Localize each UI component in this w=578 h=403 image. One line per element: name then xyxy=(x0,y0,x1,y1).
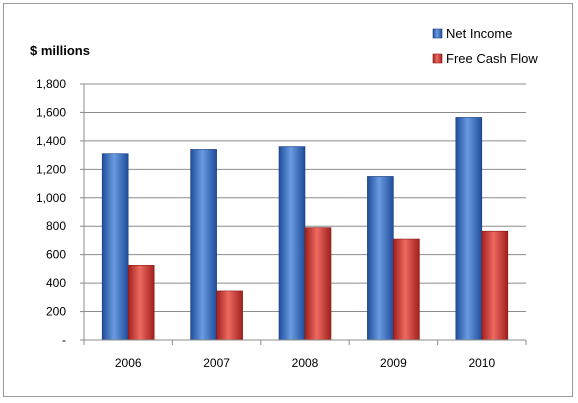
y-tick-label: 200 xyxy=(46,305,66,319)
bar-net-income-2007 xyxy=(190,149,217,341)
y-tick-label: 1,400 xyxy=(36,134,66,148)
legend-label: Net Income xyxy=(446,26,512,41)
x-axis: 2006 2007 2008 2009 2010 xyxy=(83,84,527,370)
y-axis-label: $ millions xyxy=(30,43,90,58)
bar-free-cash-flow-2007 xyxy=(216,290,243,341)
bar-free-cash-flow-2008 xyxy=(304,227,332,341)
bar-free-cash-flow-2006 xyxy=(127,265,155,341)
y-tick-label: 1,000 xyxy=(36,191,66,205)
bar-net-income-2008 xyxy=(278,146,306,341)
bar-net-income-2009 xyxy=(367,176,394,341)
legend-swatch xyxy=(432,28,443,39)
legend-label: Free Cash Flow xyxy=(446,51,538,66)
legend: Net Income Free Cash Flow xyxy=(432,26,538,66)
y-tick-label: 800 xyxy=(46,219,66,233)
legend-swatch xyxy=(432,53,443,64)
y-axis-ticks: - 200 400 600 800 1,000 1,200 1,400 1,600 1,800 xyxy=(36,77,84,347)
x-tick-label: 2010 xyxy=(468,356,495,370)
x-tick-label: 2007 xyxy=(203,356,230,370)
x-tick-label: 2009 xyxy=(380,356,407,370)
y-tick-label: 1,800 xyxy=(36,77,66,91)
y-tick-label: 600 xyxy=(46,248,66,262)
bar-net-income-2010 xyxy=(455,117,483,341)
bars xyxy=(101,117,509,341)
bar-free-cash-flow-2010 xyxy=(481,230,509,341)
y-tick-label: 1,200 xyxy=(36,162,66,176)
x-tick-label: 2006 xyxy=(115,356,142,370)
y-tick-label: - xyxy=(62,333,66,347)
y-tick-label: 1,600 xyxy=(36,105,66,119)
bar-net-income-2006 xyxy=(101,153,129,341)
bar-free-cash-flow-2009 xyxy=(393,238,420,341)
x-tick-label: 2008 xyxy=(292,356,319,370)
y-tick-label: 400 xyxy=(46,276,66,290)
